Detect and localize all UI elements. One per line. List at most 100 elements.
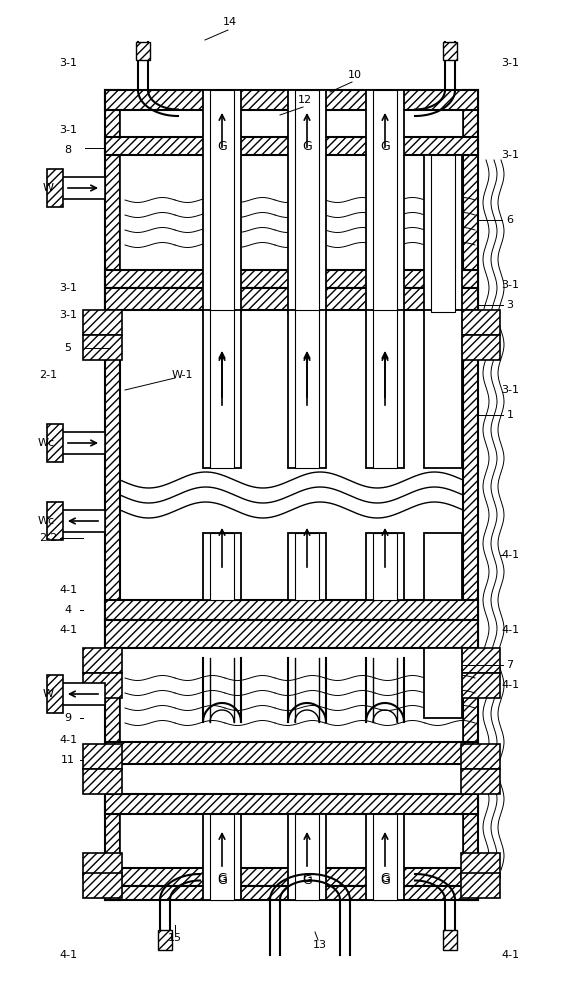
Bar [120, 764, 463, 794]
Text: 3-1: 3-1 [59, 310, 77, 320]
Text: G: G [217, 874, 227, 886]
Bar [461, 335, 500, 360]
Text: G: G [380, 871, 390, 884]
Text: Wc: Wc [37, 516, 55, 526]
Bar [50, 510, 105, 532]
Bar [463, 90, 478, 900]
Bar [461, 648, 500, 673]
Text: 3-1: 3-1 [501, 150, 519, 160]
Bar [373, 814, 397, 900]
Bar [120, 110, 463, 137]
Bar [105, 90, 478, 110]
Bar [461, 769, 500, 794]
Text: 1: 1 [507, 410, 514, 420]
Text: 12: 12 [298, 95, 312, 105]
Text: 4-1: 4-1 [59, 735, 77, 745]
Text: G: G [380, 874, 390, 886]
Bar [203, 310, 241, 468]
Text: G: G [302, 874, 312, 886]
Bar [366, 814, 404, 900]
Bar [443, 42, 457, 60]
Bar [105, 90, 120, 900]
Bar [366, 90, 404, 312]
Text: 13: 13 [313, 940, 327, 950]
Bar [47, 675, 63, 713]
Bar [424, 533, 462, 600]
Bar [83, 335, 122, 360]
Text: 11: 11 [61, 755, 75, 765]
Bar [443, 930, 457, 950]
Bar [120, 648, 463, 742]
Bar [105, 886, 478, 900]
Bar [295, 814, 319, 900]
Bar [288, 533, 326, 600]
Bar [83, 673, 122, 698]
Text: 4-1: 4-1 [59, 625, 77, 635]
Bar [50, 177, 105, 199]
Text: 3-1: 3-1 [501, 58, 519, 68]
Bar [83, 853, 122, 878]
Text: W: W [43, 183, 54, 193]
Bar [105, 137, 478, 155]
Bar [210, 310, 234, 468]
Bar [288, 90, 326, 312]
Text: 3-1: 3-1 [59, 58, 77, 68]
Text: 3-1: 3-1 [501, 385, 519, 395]
Text: 4-1: 4-1 [501, 950, 519, 960]
Bar [431, 155, 455, 312]
Text: 3-1: 3-1 [59, 125, 77, 135]
Bar [461, 673, 500, 698]
Text: 4-1: 4-1 [501, 550, 519, 560]
Bar [461, 853, 500, 878]
Text: 3-1: 3-1 [501, 280, 519, 290]
Bar [295, 310, 319, 468]
Bar [105, 742, 478, 764]
Text: 4: 4 [65, 605, 72, 615]
Bar [83, 310, 122, 335]
Bar [47, 502, 63, 540]
Text: 4-1: 4-1 [59, 585, 77, 595]
Text: G: G [380, 140, 390, 153]
Bar [461, 310, 500, 335]
Bar [461, 744, 500, 769]
Bar [288, 814, 326, 900]
Bar [210, 90, 234, 312]
Bar [373, 90, 397, 312]
Bar [158, 930, 172, 950]
Bar [203, 90, 241, 312]
Text: 4-1: 4-1 [501, 680, 519, 690]
Bar [424, 155, 462, 312]
Text: 6: 6 [507, 215, 514, 225]
Bar [83, 769, 122, 794]
Text: Wc: Wc [37, 438, 55, 448]
Bar [105, 794, 478, 814]
Bar [120, 814, 463, 868]
Text: 9: 9 [65, 713, 72, 723]
Bar [105, 288, 478, 310]
Text: 10: 10 [348, 70, 362, 80]
Text: 3-1: 3-1 [59, 283, 77, 293]
Text: 15: 15 [168, 933, 182, 943]
Text: 2-2: 2-2 [39, 533, 57, 543]
Bar [203, 814, 241, 900]
Bar [83, 648, 122, 673]
Bar [288, 310, 326, 468]
Text: 4-1: 4-1 [59, 950, 77, 960]
Text: W: W [43, 689, 54, 699]
Bar [210, 814, 234, 900]
Bar [105, 620, 478, 648]
Text: 8: 8 [65, 145, 72, 155]
Text: G: G [302, 140, 312, 153]
Bar [136, 42, 150, 60]
Bar [373, 533, 397, 600]
Text: G: G [217, 140, 227, 153]
Bar [83, 744, 122, 769]
Text: W-1: W-1 [171, 370, 193, 380]
Bar [47, 424, 63, 462]
Bar [50, 683, 105, 705]
Bar [424, 648, 462, 718]
Bar [366, 533, 404, 600]
Bar [424, 310, 462, 468]
Bar [120, 155, 463, 270]
Bar [105, 868, 478, 886]
